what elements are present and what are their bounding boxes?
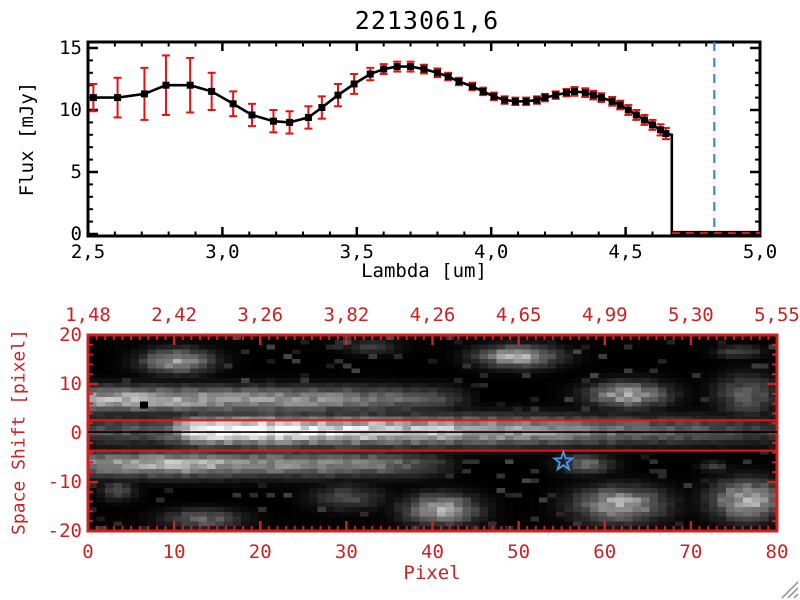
data-point-marker — [589, 91, 597, 99]
pixel-tick-label: 20 — [249, 541, 272, 563]
data-point-marker — [89, 94, 97, 102]
bad-pixel-marker — [139, 401, 148, 409]
data-point-marker — [640, 116, 648, 124]
x-tick-label: 3,0 — [205, 241, 239, 263]
data-point-marker — [380, 65, 388, 73]
data-point-marker — [562, 89, 570, 97]
spectrum-frame — [86, 40, 762, 238]
data-point-marker — [490, 92, 498, 100]
data-point-marker — [533, 96, 541, 104]
data-point-marker — [248, 111, 256, 119]
spectrum-line — [93, 65, 760, 235]
space-shift-tick-label: -20 — [48, 520, 82, 542]
data-point-marker — [662, 130, 670, 138]
y-tick-label: 0 — [71, 223, 82, 245]
spectrogram-axes: 0 1,48 10 2,42 20 3,26 30 3,82 40 4,26 50 4,65 60 4,9… — [48, 304, 800, 563]
data-point-marker — [541, 94, 549, 102]
pixel-tick-label: 70 — [679, 541, 702, 563]
data-point-marker — [648, 121, 656, 129]
pixel-tick-label: 60 — [593, 541, 616, 563]
data-point-marker — [229, 100, 237, 108]
wavelength-tick-label: 5,55 — [754, 304, 800, 326]
data-point-marker — [581, 89, 589, 97]
pixel-tick-label: 0 — [82, 541, 93, 563]
resize-grip-line — [787, 587, 799, 599]
lambda-axis-title: Lambda [um] — [361, 260, 487, 282]
data-point-marker — [624, 106, 632, 114]
data-point-marker — [140, 90, 148, 98]
pixel-axis-title: Pixel — [403, 562, 461, 584]
pixel-tick-label: 40 — [421, 541, 444, 563]
spectrogram-overlays — [88, 401, 777, 472]
pixel-tick-label: 80 — [766, 541, 789, 563]
y-tick-label: 15 — [59, 37, 82, 59]
spectrum-series — [89, 63, 760, 236]
data-point-marker — [616, 101, 624, 109]
data-point-marker — [114, 94, 122, 102]
data-point-marker — [304, 113, 312, 121]
wavelength-tick-label: 4,65 — [496, 304, 542, 326]
data-point-marker — [286, 118, 294, 126]
spectrogram-frame — [86, 333, 779, 533]
resize-grip-line — [781, 581, 799, 599]
data-point-marker — [350, 80, 358, 88]
pixel-tick-label: 10 — [163, 541, 186, 563]
data-point-marker — [318, 104, 326, 112]
wavelength-tick-label: 5,30 — [668, 304, 714, 326]
data-point-marker — [608, 97, 616, 105]
data-point-marker — [552, 91, 560, 99]
wavelength-tick-label: 3,82 — [323, 304, 369, 326]
data-point-marker — [162, 81, 170, 89]
data-point-marker — [334, 91, 342, 99]
pixel-tick-label: 50 — [507, 541, 530, 563]
data-point-marker — [597, 94, 605, 102]
wavelength-tick-label: 1,48 — [65, 304, 111, 326]
data-point-marker — [407, 63, 415, 71]
y-tick-label: 5 — [71, 161, 82, 183]
resize-grip-line — [793, 593, 799, 599]
pixel-tick-label: 30 — [335, 541, 358, 563]
data-point-marker — [468, 82, 476, 90]
data-point-marker — [186, 81, 194, 89]
resize-grip-icon[interactable] — [778, 578, 800, 600]
data-point-marker — [366, 70, 374, 78]
spectrogram-image — [88, 335, 777, 531]
spectrum-axes: 2,5 3,0 3,5 4,0 4,5 5,0 0 5 10 15 — [59, 37, 777, 263]
data-point-marker — [522, 97, 530, 105]
data-point-marker — [269, 117, 277, 125]
data-point-marker — [632, 111, 640, 119]
data-point-marker — [479, 87, 487, 95]
data-point-marker — [444, 73, 452, 81]
data-point-marker — [501, 96, 509, 104]
x-tick-label: 4,5 — [608, 241, 642, 263]
space-shift-tick-label: 10 — [59, 373, 82, 395]
data-point-marker — [208, 87, 216, 95]
x-tick-label: 4,0 — [474, 241, 508, 263]
data-point-marker — [420, 65, 428, 73]
data-point-marker — [571, 87, 579, 95]
x-tick-label: 3,5 — [340, 241, 374, 263]
error-bars — [89, 54, 670, 141]
x-tick-label: 2,5 — [71, 241, 105, 263]
space-shift-tick-label: 0 — [71, 422, 82, 444]
data-point-marker — [433, 69, 441, 77]
data-point-marker — [511, 97, 519, 105]
wavelength-tick-label: 4,26 — [410, 304, 456, 326]
space-shift-tick-label: -10 — [48, 471, 82, 493]
data-point-marker — [393, 63, 401, 71]
data-point-marker — [657, 126, 665, 134]
wavelength-tick-label: 3,26 — [237, 304, 283, 326]
x-tick-label: 5,0 — [743, 241, 777, 263]
y-tick-label: 10 — [59, 99, 82, 121]
wavelength-tick-label: 4,99 — [582, 304, 628, 326]
star-marker — [551, 449, 575, 472]
space-shift-tick-label: 20 — [59, 324, 82, 346]
wavelength-tick-label: 2,42 — [151, 304, 197, 326]
data-point-marker — [455, 77, 463, 85]
plot-title: 2213061,6 — [354, 6, 500, 35]
